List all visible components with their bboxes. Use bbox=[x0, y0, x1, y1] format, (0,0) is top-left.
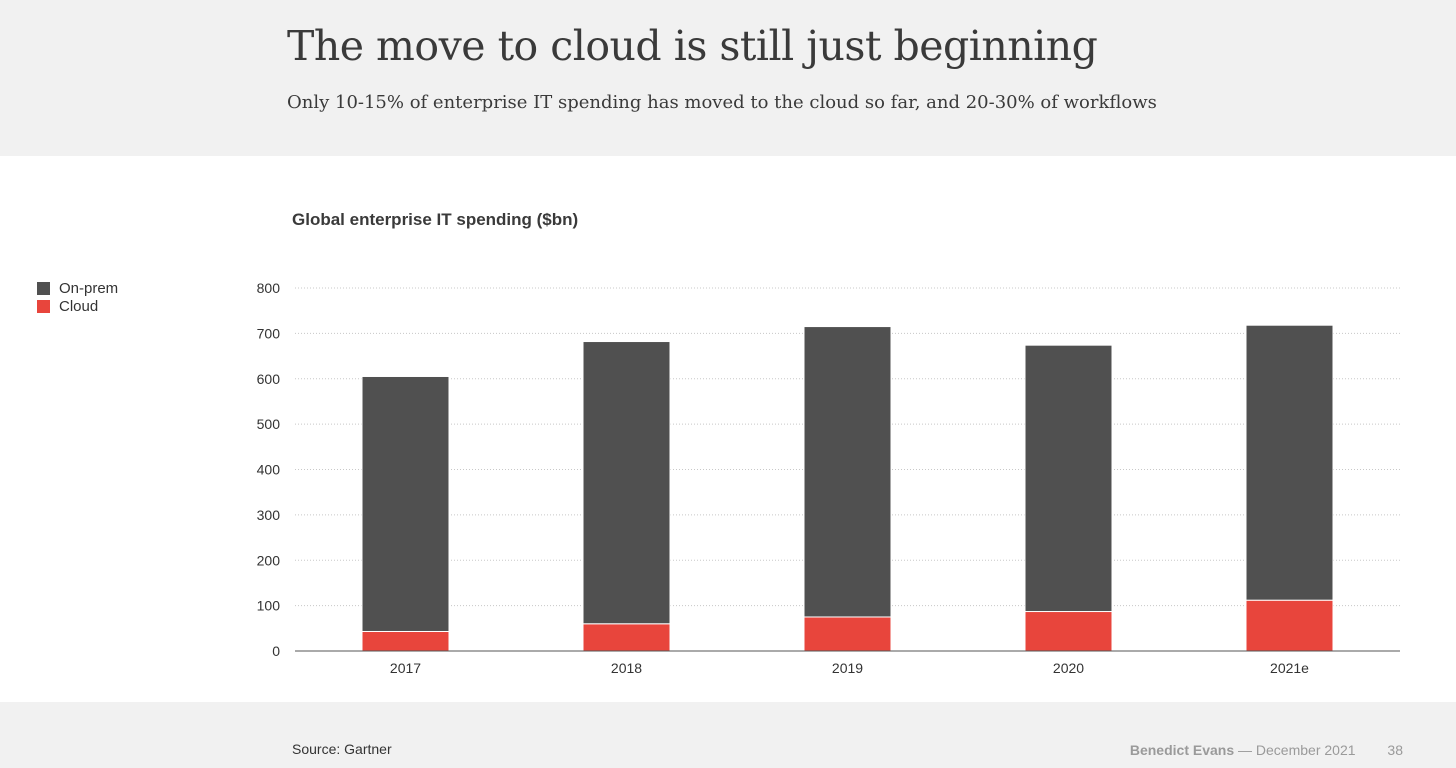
x-tick-label: 2019 bbox=[832, 660, 863, 676]
author-name: Benedict Evans bbox=[1129, 742, 1235, 758]
slide-subtitle: Only 10-15% of enterprise IT spending ha… bbox=[287, 92, 1157, 113]
slide-footer: Source: Gartner Benedict Evans — Decembe… bbox=[0, 702, 1456, 768]
legend-label-cloud: Cloud bbox=[59, 297, 99, 315]
slide-header: The move to cloud is still just beginnin… bbox=[0, 0, 1456, 156]
credit-separator: — bbox=[1238, 742, 1253, 758]
legend-swatch-on-prem bbox=[37, 281, 50, 295]
x-tick-label: 2018 bbox=[611, 660, 642, 676]
bar-cloud bbox=[582, 623, 671, 652]
source-note: Source: Gartner bbox=[292, 741, 392, 757]
bar-cloud bbox=[1024, 611, 1113, 652]
x-tick-label: 2020 bbox=[1053, 660, 1084, 676]
y-tick-label: 500 bbox=[257, 416, 281, 432]
bar-cloud bbox=[361, 630, 450, 652]
chart-legend: On-prem Cloud bbox=[37, 279, 118, 315]
bar-on-prem bbox=[1245, 324, 1334, 601]
y-tick-label: 800 bbox=[257, 280, 281, 296]
bar-cloud bbox=[1245, 599, 1334, 652]
y-tick-label: 100 bbox=[257, 598, 281, 614]
y-axis: 0 100 200 300 400 500 600 700 800 bbox=[257, 280, 281, 659]
y-tick-label: 700 bbox=[257, 325, 281, 341]
x-tick-label: 2021e bbox=[1270, 660, 1309, 676]
chart-title: Global enterprise IT spending ($bn) bbox=[292, 210, 579, 229]
x-axis: 2017 2018 2019 2020 2021e bbox=[295, 650, 1400, 676]
bar-on-prem bbox=[803, 326, 892, 618]
y-tick-label: 200 bbox=[257, 552, 281, 568]
page-number: 38 bbox=[1387, 742, 1403, 758]
y-tick-label: 600 bbox=[257, 371, 281, 387]
legend-swatch-cloud bbox=[37, 299, 50, 313]
legend-item-on-prem: On-prem bbox=[37, 279, 118, 297]
y-tick-label: 0 bbox=[272, 643, 280, 659]
slide-title: The move to cloud is still just beginnin… bbox=[287, 22, 1098, 70]
legend-label-on-prem: On-prem bbox=[59, 279, 119, 297]
credit: Benedict Evans — December 2021 38 bbox=[1130, 742, 1403, 758]
bars bbox=[361, 324, 1334, 652]
bar-on-prem bbox=[361, 375, 450, 632]
y-tick-label: 300 bbox=[257, 507, 281, 523]
x-tick-label: 2017 bbox=[390, 660, 421, 676]
bar-cloud bbox=[803, 616, 892, 652]
bar-on-prem bbox=[582, 341, 671, 625]
legend-item-cloud: Cloud bbox=[37, 297, 118, 315]
bar-on-prem bbox=[1024, 344, 1113, 613]
credit-date: December 2021 bbox=[1255, 742, 1356, 758]
y-tick-label: 400 bbox=[257, 462, 281, 478]
